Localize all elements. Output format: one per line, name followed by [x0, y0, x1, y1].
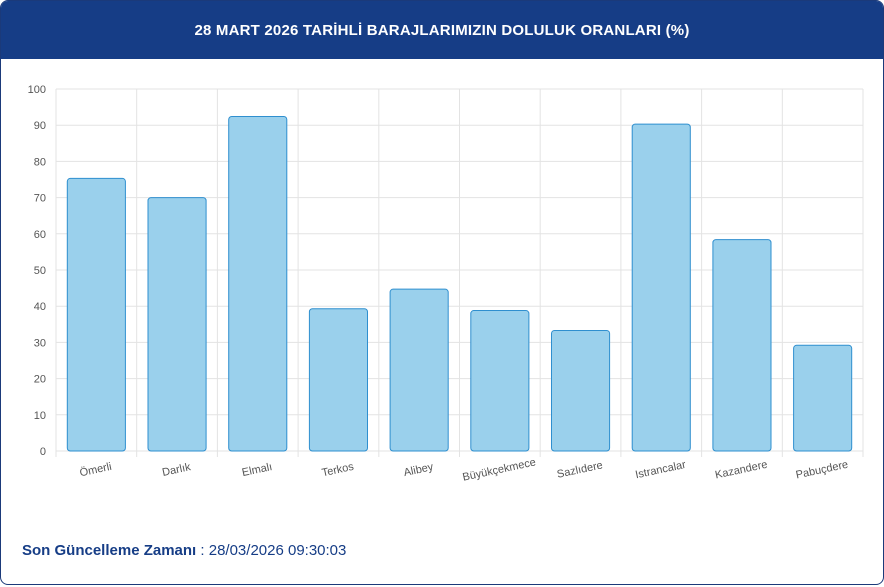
x-tick-label: Pabuçdere: [795, 459, 850, 482]
y-tick-label: 30: [34, 337, 46, 349]
chart-title: 28 MART 2026 TARİHLİ BARAJLARIMIZIN DOLU…: [194, 21, 690, 39]
bar: [470, 310, 530, 452]
y-tick-label: 20: [34, 374, 46, 386]
bar: [712, 239, 772, 452]
y-tick-label: 70: [34, 193, 46, 205]
bar: [66, 177, 126, 452]
last-updated: Son Güncelleme Zamanı : 28/03/2026 09:30…: [22, 542, 346, 559]
bar: [228, 116, 288, 452]
x-tick-label: Darlık: [161, 461, 192, 479]
y-tick-label: 0: [40, 446, 46, 458]
y-tick-label: 50: [34, 265, 46, 277]
bar: [308, 308, 369, 452]
bar: [389, 288, 449, 452]
y-tick-label: 100: [28, 84, 46, 96]
bar: [147, 197, 207, 452]
bar: [631, 123, 691, 452]
x-tick-label: Istrancalar: [634, 459, 687, 481]
x-tick-label: Terkos: [321, 461, 356, 480]
y-tick-label: 40: [34, 301, 46, 313]
last-updated-label: Son Güncelleme Zamanı: [22, 542, 197, 559]
y-tick-label: 90: [34, 120, 46, 132]
y-tick-label: 10: [34, 410, 46, 422]
y-tick-label: 80: [34, 156, 46, 168]
x-tick-label: Ömerli: [79, 461, 113, 479]
last-updated-separator: :: [196, 542, 209, 559]
x-tick-label: Elmalı: [241, 461, 273, 479]
x-tick-label: Alibey: [403, 461, 435, 479]
x-tick-label: Kazandere: [714, 459, 769, 482]
bar: [550, 329, 611, 452]
x-tick-label: Büyükçekmece: [461, 456, 536, 483]
bar-chart: 0 10 20 30 40 50 60 70 80 90 100 Ömerli Darlık Elmalı…: [28, 84, 864, 484]
chart-header: 28 MART 2026 TARİHLİ BARAJLARIMIZIN DOLU…: [1, 1, 883, 59]
bar-chart-area: 0 10 20 30 40 50 60 70 80 90 100 Ömerli Darlık Elmalı…: [1, 59, 883, 509]
x-tick-label: Sazlıdere: [556, 459, 604, 480]
last-updated-value: 28/03/2026 09:30:03: [208, 542, 347, 559]
y-tick-label: 60: [34, 229, 46, 241]
bar: [793, 344, 853, 452]
